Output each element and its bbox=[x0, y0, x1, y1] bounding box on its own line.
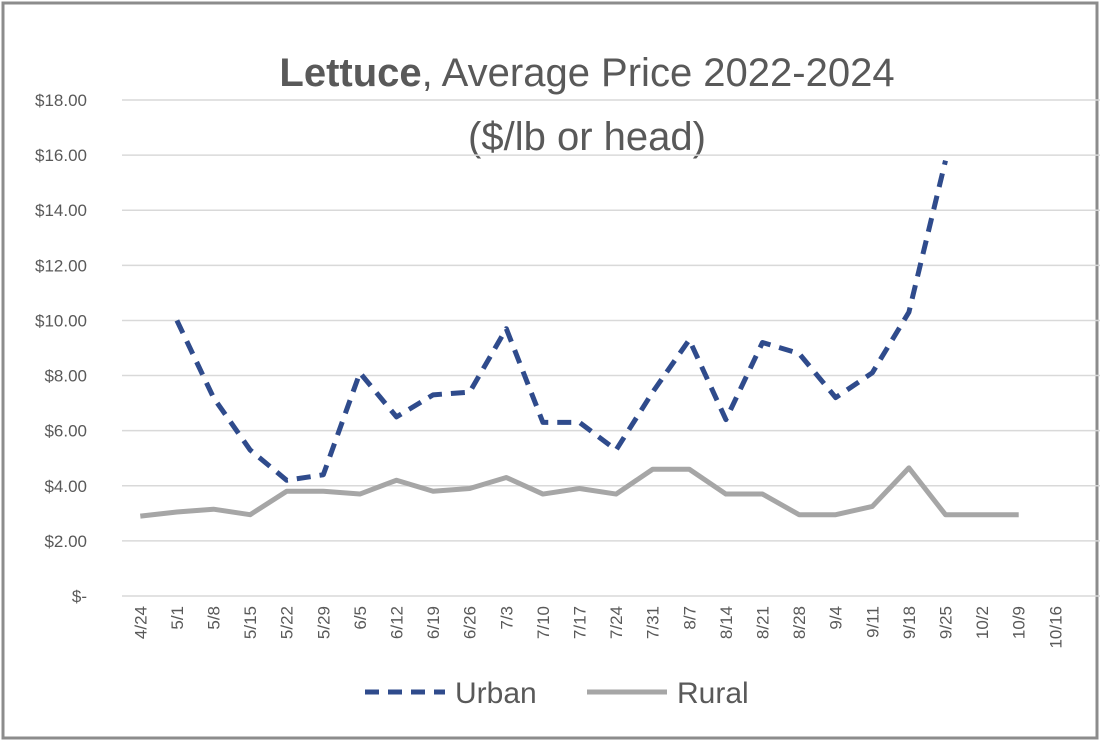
y-tick-label: $2.00 bbox=[44, 532, 87, 551]
x-tick-label: 7/17 bbox=[571, 606, 590, 639]
x-tick-label: 10/2 bbox=[973, 606, 992, 639]
x-tick-label: 5/15 bbox=[241, 606, 260, 639]
x-tick-label: 6/26 bbox=[461, 606, 480, 639]
x-tick-label: 6/12 bbox=[388, 606, 407, 639]
x-tick-label: 9/4 bbox=[827, 606, 846, 630]
x-tick-label: 4/24 bbox=[131, 606, 150, 639]
y-tick-label: $16.00 bbox=[35, 146, 87, 165]
x-tick-label: 10/9 bbox=[1010, 606, 1029, 639]
y-tick-label: $10.00 bbox=[35, 311, 87, 330]
x-tick-label: 6/5 bbox=[351, 606, 370, 630]
series-line bbox=[140, 465, 1019, 519]
x-tick-label: 10/16 bbox=[1046, 606, 1065, 649]
x-tick-label: 5/1 bbox=[168, 606, 187, 630]
x-tick-label: 5/29 bbox=[314, 606, 333, 639]
y-tick-label: $18.00 bbox=[35, 91, 87, 110]
x-tick-label: 8/14 bbox=[717, 606, 736, 639]
legend-label: Rural bbox=[677, 677, 749, 710]
x-tick-label: 7/31 bbox=[644, 606, 663, 639]
x-tick-label: 9/25 bbox=[937, 606, 956, 639]
x-tick-label: 5/22 bbox=[278, 606, 297, 639]
x-tick-label: 8/7 bbox=[680, 606, 699, 630]
chart-title: Lettuce, Average Price 2022-2024 bbox=[279, 51, 894, 95]
series-line bbox=[174, 160, 948, 483]
legend-label: Urban bbox=[455, 677, 537, 710]
x-tick-label: 9/11 bbox=[863, 606, 882, 638]
y-tick-label: $4.00 bbox=[44, 477, 87, 496]
x-tick-label: 7/3 bbox=[497, 606, 516, 630]
y-tick-label: $6.00 bbox=[44, 422, 87, 441]
y-tick-label: $8.00 bbox=[44, 367, 87, 386]
x-tick-label: 5/8 bbox=[205, 606, 224, 630]
chart-title-line2: ($/lb or head) bbox=[468, 115, 706, 159]
x-tick-label: 6/19 bbox=[424, 606, 443, 639]
y-tick-label: $- bbox=[72, 587, 87, 606]
x-tick-label: 9/18 bbox=[900, 606, 919, 639]
x-tick-label: 7/24 bbox=[607, 606, 626, 639]
y-tick-label: $14.00 bbox=[35, 201, 87, 220]
x-tick-label: 7/10 bbox=[534, 606, 553, 639]
title-rest: , Average Price 2022-2024 bbox=[422, 51, 895, 95]
title-bold: Lettuce bbox=[279, 51, 421, 95]
x-tick-label: 8/28 bbox=[790, 606, 809, 639]
y-tick-label: $12.00 bbox=[35, 256, 87, 275]
x-tick-label: 8/21 bbox=[754, 606, 773, 639]
